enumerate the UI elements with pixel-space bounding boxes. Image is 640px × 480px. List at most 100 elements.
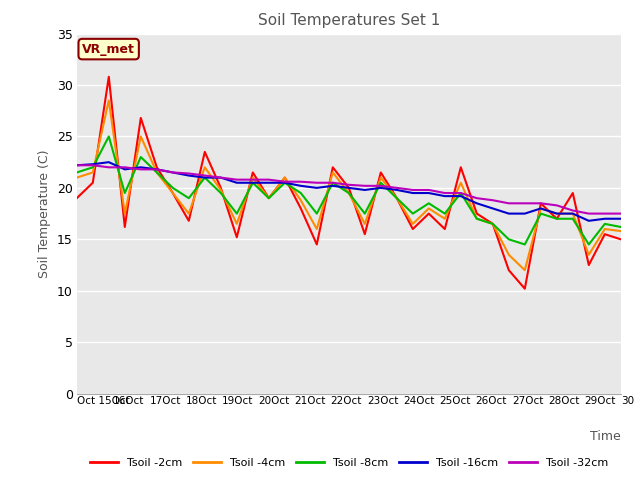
Tsoil -32cm <box>505 201 513 206</box>
Tsoil -8cm <box>601 221 609 227</box>
Tsoil -32cm <box>249 177 257 182</box>
Tsoil -32cm <box>89 162 97 168</box>
Legend: Tsoil -2cm, Tsoil -4cm, Tsoil -8cm, Tsoil -16cm, Tsoil -32cm: Tsoil -2cm, Tsoil -4cm, Tsoil -8cm, Tsoi… <box>85 453 612 472</box>
Tsoil -2cm <box>473 211 481 216</box>
Tsoil -16cm <box>169 169 177 175</box>
Tsoil -4cm <box>361 221 369 227</box>
Tsoil -16cm <box>185 173 193 179</box>
Tsoil -32cm <box>121 165 129 170</box>
Tsoil -32cm <box>281 179 289 185</box>
Tsoil -2cm <box>137 115 145 121</box>
Tsoil -16cm <box>521 211 529 216</box>
Tsoil -16cm <box>201 175 209 180</box>
Tsoil -2cm <box>185 218 193 224</box>
Tsoil -8cm <box>73 169 81 175</box>
Tsoil -32cm <box>441 190 449 196</box>
Tsoil -2cm <box>217 185 225 191</box>
Tsoil -16cm <box>601 216 609 222</box>
Tsoil -2cm <box>73 195 81 201</box>
Tsoil -16cm <box>457 193 465 199</box>
Tsoil -16cm <box>361 187 369 193</box>
Tsoil -4cm <box>473 216 481 222</box>
Tsoil -4cm <box>281 175 289 180</box>
Tsoil -8cm <box>361 211 369 216</box>
Tsoil -16cm <box>489 205 497 211</box>
Tsoil -32cm <box>217 175 225 180</box>
Tsoil -8cm <box>233 211 241 216</box>
Tsoil -8cm <box>281 180 289 186</box>
Tsoil -8cm <box>505 237 513 242</box>
Tsoil -16cm <box>441 193 449 199</box>
Tsoil -2cm <box>601 231 609 237</box>
Tsoil -32cm <box>313 180 321 186</box>
Tsoil -8cm <box>377 180 385 186</box>
Tsoil -16cm <box>537 205 545 211</box>
Tsoil -32cm <box>537 201 545 206</box>
Tsoil -16cm <box>105 159 113 165</box>
Tsoil -4cm <box>489 221 497 227</box>
Tsoil -32cm <box>345 182 353 188</box>
Tsoil -4cm <box>601 226 609 232</box>
Tsoil -2cm <box>233 234 241 240</box>
Tsoil -32cm <box>521 201 529 206</box>
Tsoil -4cm <box>457 180 465 186</box>
Tsoil -32cm <box>297 179 305 185</box>
Tsoil -2cm <box>345 185 353 191</box>
Tsoil -16cm <box>281 180 289 186</box>
Tsoil -4cm <box>409 221 417 227</box>
Tsoil -32cm <box>569 208 577 214</box>
Tsoil -2cm <box>377 169 385 175</box>
Tsoil -8cm <box>121 190 129 196</box>
Tsoil -16cm <box>585 218 593 224</box>
Text: VR_met: VR_met <box>82 43 135 56</box>
Tsoil -2cm <box>409 226 417 232</box>
Tsoil -2cm <box>281 175 289 180</box>
Line: Tsoil -2cm: Tsoil -2cm <box>77 77 621 288</box>
Tsoil -8cm <box>89 165 97 170</box>
Tsoil -2cm <box>457 165 465 170</box>
Tsoil -8cm <box>217 190 225 196</box>
Tsoil -2cm <box>329 165 337 170</box>
Tsoil -4cm <box>377 175 385 180</box>
Tsoil -16cm <box>153 167 161 172</box>
Tsoil -16cm <box>505 211 513 216</box>
Tsoil -8cm <box>249 180 257 186</box>
Tsoil -2cm <box>569 190 577 196</box>
Tsoil -8cm <box>201 175 209 180</box>
Tsoil -32cm <box>137 167 145 172</box>
Tsoil -2cm <box>89 180 97 186</box>
Tsoil -2cm <box>265 195 273 201</box>
Tsoil -8cm <box>585 241 593 247</box>
Tsoil -32cm <box>361 183 369 189</box>
Tsoil -4cm <box>441 216 449 222</box>
Tsoil -4cm <box>73 175 81 180</box>
Tsoil -4cm <box>201 165 209 170</box>
Line: Tsoil -8cm: Tsoil -8cm <box>77 136 621 244</box>
Tsoil -8cm <box>169 185 177 191</box>
Tsoil -4cm <box>153 169 161 175</box>
Tsoil -4cm <box>121 211 129 216</box>
Tsoil -8cm <box>345 190 353 196</box>
Tsoil -4cm <box>521 267 529 273</box>
Tsoil -16cm <box>233 180 241 186</box>
Tsoil -4cm <box>313 226 321 232</box>
Tsoil -16cm <box>553 211 561 216</box>
Tsoil -32cm <box>489 197 497 203</box>
Tsoil -4cm <box>233 221 241 227</box>
Tsoil -8cm <box>553 216 561 222</box>
Title: Soil Temperatures Set 1: Soil Temperatures Set 1 <box>258 13 440 28</box>
Tsoil -2cm <box>297 205 305 211</box>
Tsoil -16cm <box>137 165 145 170</box>
Tsoil -4cm <box>169 190 177 196</box>
Tsoil -32cm <box>409 187 417 193</box>
Tsoil -4cm <box>393 195 401 201</box>
Tsoil -8cm <box>537 211 545 216</box>
Tsoil -8cm <box>265 195 273 201</box>
Tsoil -32cm <box>185 170 193 176</box>
Tsoil -4cm <box>505 252 513 258</box>
Tsoil -4cm <box>425 205 433 211</box>
Text: Time: Time <box>590 430 621 443</box>
Tsoil -16cm <box>329 183 337 189</box>
Tsoil -32cm <box>473 195 481 201</box>
Tsoil -32cm <box>585 211 593 216</box>
